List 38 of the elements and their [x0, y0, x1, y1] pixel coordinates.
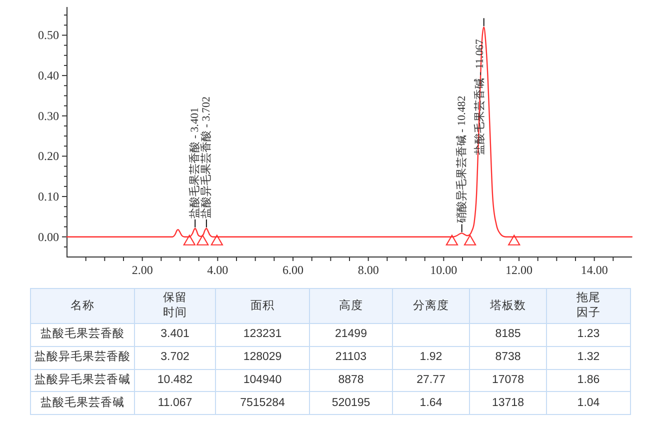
data-label: 21103	[310, 346, 392, 370]
annotation: 硝酸异毛果芸香碱 - 10.482	[456, 96, 468, 224]
text: 盐酸异毛果芸香碱	[30, 369, 134, 392]
data-label: 13718	[470, 392, 546, 415]
category-label: 面积	[250, 298, 274, 314]
data-label: 8878	[310, 369, 392, 392]
data-label: 1.64	[392, 392, 470, 415]
data-label: 1.04	[546, 392, 630, 415]
data-label: 1.23	[546, 324, 630, 346]
annotation: 盐酸毛果芸香碱 - 11.067	[474, 39, 486, 156]
data-label: 17078	[470, 369, 546, 392]
data-label: 104940	[216, 369, 310, 392]
data-label: 3.702	[134, 346, 216, 370]
data-label: 10.482	[134, 369, 216, 392]
data-label: 1.32	[546, 346, 630, 370]
data-label: 27.77	[392, 369, 470, 392]
data-label: 8738	[470, 346, 546, 370]
category-label: 分离度	[413, 298, 449, 314]
data-label: 123231	[216, 324, 310, 346]
data-label: 21499	[310, 324, 392, 346]
category-label: 塔板数	[490, 298, 526, 314]
data-label: 3.401	[134, 324, 216, 346]
category-label: 高度	[339, 298, 363, 314]
data-label: 7515284	[216, 392, 310, 415]
data-label: 520195	[310, 392, 392, 415]
text: 盐酸毛果芸香酸	[30, 324, 134, 346]
data-label: 1.92	[392, 346, 470, 370]
annotation: 盐酸毛果芸香酸 - 3.401	[189, 107, 202, 218]
data-label: 128029	[216, 346, 310, 370]
category-label: 保留时间	[162, 291, 188, 321]
data-label: 11.067	[134, 392, 216, 415]
legend-title: 名称	[70, 298, 94, 314]
data-label: 8185	[470, 324, 546, 346]
category-label: 拖尾因子	[576, 291, 602, 321]
annotation: 盐酸异毛果芸香酸 - 3.702	[200, 96, 212, 218]
text: 盐酸毛果芸香碱	[30, 392, 134, 415]
text: 盐酸异毛果芸香酸	[30, 346, 134, 370]
data-label: 1.86	[546, 369, 630, 392]
